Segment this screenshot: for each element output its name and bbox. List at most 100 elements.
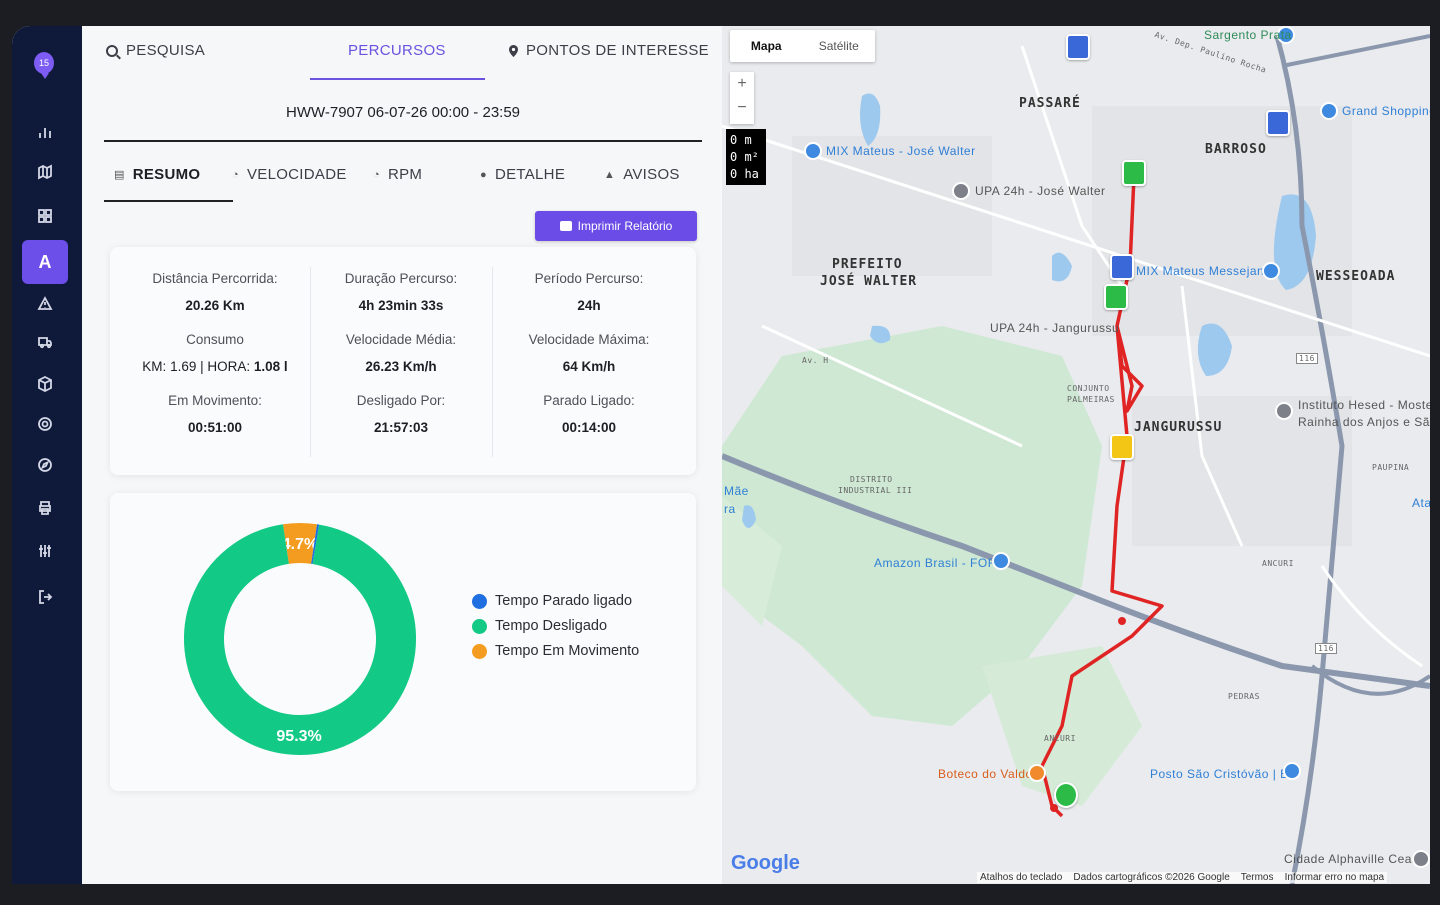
stat-label: Velocidade Máxima: [528,332,650,347]
stat-label: Duração Percurso: [344,271,458,286]
poi-icon[interactable] [1262,262,1280,280]
map-icon[interactable] [31,158,59,186]
legend-item[interactable]: Tempo Desligado [472,618,639,634]
stat-avg-speed: Velocidade Média: 26.23 Km/h [306,332,496,374]
map-view[interactable]: Mapa Satélite + − 0 m 0 m² 0 ha PASSARÉ … [722,26,1430,884]
event-marker[interactable] [1110,254,1134,280]
start-marker[interactable] [1122,160,1146,186]
chart-legend: Tempo Parado ligado Tempo Desligado Tempo … [472,593,639,668]
sliders-icon[interactable] [31,537,59,565]
donut-slice[interactable] [184,524,416,755]
terms-link[interactable]: Termos [1240,872,1274,883]
poi-icon[interactable] [1320,102,1338,120]
place-label: DISTRITO [850,475,893,484]
end-marker[interactable] [1054,782,1078,808]
road [1310,664,1430,696]
sidebar-item-routes[interactable]: A [22,240,68,284]
map-type-map-button[interactable]: Mapa [750,39,782,53]
zoom-in-button[interactable]: + [737,75,747,92]
stat-value: 64 Km/h [562,359,616,374]
street [1180,285,1244,547]
tab-routes[interactable]: PERCURSOS [348,42,446,59]
poi-label[interactable]: Posto São Cristóvão | BR [1150,767,1298,781]
poi-label[interactable]: MIX Mateus Messejana [1136,264,1272,278]
box-icon[interactable] [31,370,59,398]
route-icon: A [38,251,52,272]
tab-rpm-label: RPM [387,166,423,183]
poi-label[interactable]: MIX Mateus - José Walter [826,144,976,158]
road [1281,34,1430,68]
measure-readout: 0 m 0 m² 0 ha [726,129,766,185]
place-label: ra [724,502,736,516]
print-report-button[interactable]: Imprimir Relatório [535,211,697,241]
stat-value: 26.23 Km/h [365,359,437,374]
restaurant-icon[interactable] [1028,764,1046,782]
poi-icon[interactable] [1283,762,1301,780]
poi-icon[interactable] [992,552,1010,570]
gauge-icon: ◔ [232,168,239,181]
bar-chart-icon[interactable] [31,118,59,146]
poi-label[interactable]: Boteco do Valdo [938,767,1033,781]
lake [1273,194,1316,290]
tab-points-of-interest[interactable]: PONTOS DE INTERESSE [509,42,709,59]
grid-icon[interactable] [31,202,59,230]
tab-rpm[interactable]: ◔ RPM [373,166,422,183]
event-marker[interactable] [1266,110,1290,136]
stat-label: Parado Ligado: [543,393,635,408]
report-error-link[interactable]: Informar erro no mapa [1284,872,1385,883]
poi-icon[interactable] [1277,26,1295,44]
poi-icon[interactable] [1412,850,1430,868]
donut-slice[interactable] [282,523,318,564]
poi-icon[interactable] [804,142,822,160]
time-distribution-card: 4.7% 95.3% Tempo Parado ligado Tempo Desli… [110,493,696,791]
tab-speed[interactable]: ◔ VELOCIDADE [232,166,347,183]
legend-label: Tempo Parado ligado [495,593,633,609]
map-type-satellite-button[interactable]: Satélite [818,39,859,53]
sidebar: 15 A [12,26,82,884]
tab-detail[interactable]: ● DETALHE [480,166,565,183]
place-label: JOSÉ WALTER [820,274,918,289]
route-point [1118,617,1126,625]
truck-icon[interactable] [31,328,59,356]
tab-alerts[interactable]: ▲ AVISOS [604,166,680,183]
target-icon[interactable] [31,410,59,438]
tab-detail-label: DETALHE [494,166,566,183]
poi-label[interactable]: Cidade Alphaville Ceará [1284,852,1424,866]
place-label: PEDRAS [1228,692,1260,701]
poi-label[interactable]: Sargento Prata [1204,28,1292,42]
stat-max-speed: Velocidade Máxima: 64 Km/h [494,332,684,374]
poi-label[interactable]: Rainha dos Anjos e São... [1298,415,1430,429]
highway [1274,35,1345,884]
tab-search[interactable]: PESQUISA [106,42,205,59]
route-line [1040,175,1164,818]
legend-item[interactable]: Tempo Parado ligado [472,593,639,609]
logout-icon[interactable] [31,583,59,611]
legend-swatch [472,593,487,609]
event-marker[interactable] [1066,34,1090,60]
poi-label[interactable]: Instituto Hesed - Mosteiro [1298,398,1430,412]
hospital-icon[interactable] [952,182,970,200]
notification-badge[interactable]: 15 [34,52,54,79]
measure-hectares: 0 ha [730,167,759,181]
tab-summary[interactable]: ▤ RESUMO [114,166,200,183]
tab-routes-label: PERCURSOS [348,42,446,59]
poi-label[interactable]: UPA 24h - Jangurussu [990,321,1120,335]
zoom-out-button[interactable]: − [737,99,747,116]
stop-marker[interactable] [1104,284,1128,310]
lake [1197,323,1232,376]
search-icon [106,44,118,57]
alert-icon[interactable] [31,290,59,318]
legend-item[interactable]: Tempo Em Movimento [472,643,639,659]
idle-marker[interactable] [1110,434,1134,460]
stat-label: Consumo [186,332,244,347]
keyboard-shortcuts-link[interactable]: Atalhos do teclado [980,872,1063,883]
printer-icon[interactable] [31,494,59,522]
lake [860,93,881,146]
poi-label[interactable]: Grand Shopping [1342,104,1430,118]
map-canvas[interactable] [722,26,1430,884]
compass-icon[interactable] [31,451,59,479]
poi-label[interactable]: UPA 24h - José Walter [975,184,1106,198]
poi-label[interactable]: Amazon Brasil - FOR2 [874,556,1005,570]
place-label: INDUSTRIAL III [838,486,913,495]
poi-icon[interactable] [1275,402,1293,420]
